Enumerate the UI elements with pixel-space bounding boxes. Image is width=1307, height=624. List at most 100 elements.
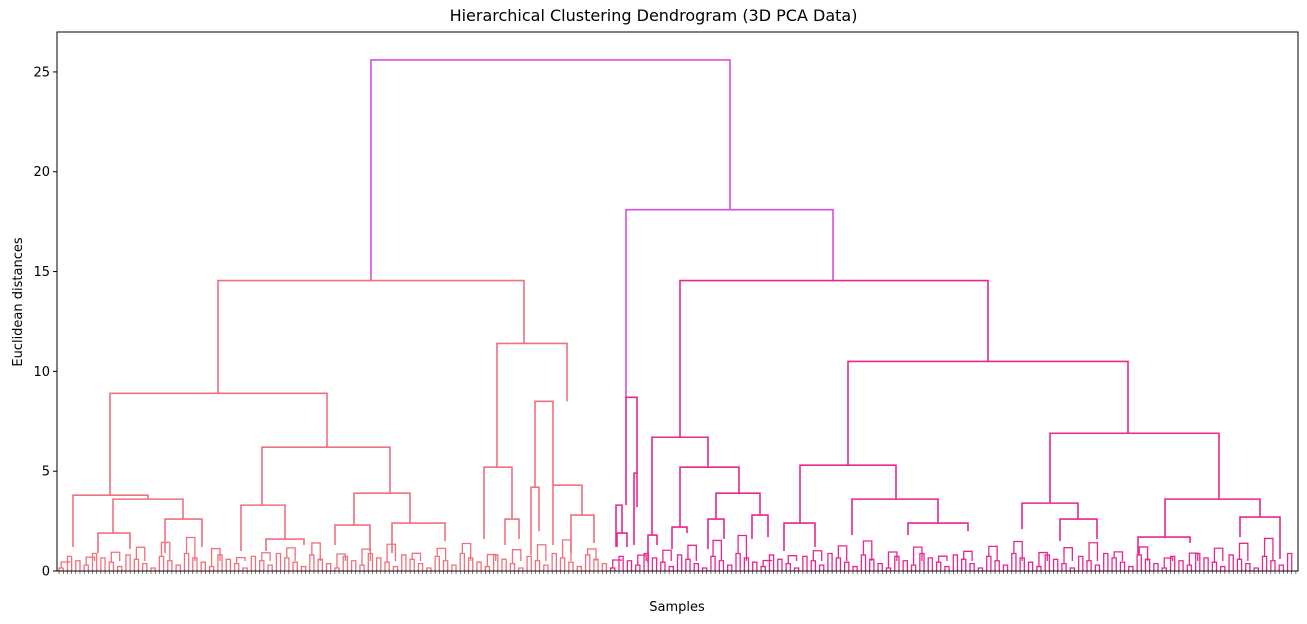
dendrogram-leaf-link (167, 560, 173, 571)
dendrogram-leaf-link (551, 552, 557, 571)
dendrogram-leaf-link (325, 563, 332, 571)
dendrogram-leaf-link (342, 555, 349, 571)
dendrogram-leaf-link (110, 551, 121, 563)
dendrogram-leaf-link (910, 564, 917, 571)
dendrogram-leaf-link (85, 556, 96, 566)
dendrogram-leaf-link (133, 558, 140, 571)
dendrogram-leaf-link (1113, 551, 1124, 562)
dendrogram-leaf-link (1044, 554, 1051, 571)
dendrogram-leaf-link (752, 561, 758, 571)
dendrogram-leaf-link (810, 560, 817, 571)
dendrogram-leaf-link (284, 557, 290, 571)
dendrogram-leaf-link (411, 552, 422, 562)
x-ticks (58, 571, 1297, 574)
dendrogram-leaf-link (1013, 540, 1023, 562)
dendrogram-leaf-link (501, 558, 507, 571)
dendrogram-leaf-link (317, 558, 323, 571)
dendrogram-leaf-link (618, 555, 624, 571)
dendrogram-leaf-link (1002, 564, 1009, 571)
dendrogram-leaf-link (1086, 560, 1092, 571)
dendrogram-link (109, 392, 328, 496)
dendrogram-leaf-link (843, 561, 850, 571)
y-tick-label: 15 (33, 265, 50, 280)
dendrogram-link (504, 518, 520, 546)
dendrogram-leaf-link (777, 558, 783, 571)
dendrogram-leaf-link (635, 564, 641, 571)
dendrogram-leaf-link (687, 544, 697, 562)
dendrogram-leaf-link (1253, 567, 1259, 571)
dendrogram-link (112, 498, 184, 534)
dendrogram-leaf-link (160, 541, 171, 562)
dendrogram-link (1239, 516, 1281, 560)
dendrogram-link (353, 492, 411, 526)
dendrogram-link (1049, 432, 1220, 504)
dendrogram-leaf-link (386, 543, 397, 563)
dendrogram-leaf-link (768, 554, 775, 571)
dendrogram-leaf-link (885, 567, 892, 571)
dendrogram-leaf-link (612, 559, 622, 569)
dendrogram-link (715, 492, 761, 520)
dendrogram-leaf-link (350, 560, 357, 571)
dendrogram-leaf-link (1278, 564, 1285, 571)
dendrogram-leaf-link (944, 565, 950, 571)
dendrogram-link (534, 400, 554, 488)
dendrogram-leaf-link (902, 560, 908, 571)
dendrogram-leaf-link (762, 559, 773, 567)
dendrogram-link (265, 538, 305, 552)
dendrogram-leaf-link (1203, 557, 1209, 571)
dendrogram-link (615, 504, 623, 548)
dendrogram-link (625, 208, 834, 398)
dendrogram-leaf-link (1270, 560, 1276, 571)
dendrogram-leaf-link (894, 555, 900, 571)
dendrogram-leaf-link (185, 536, 196, 562)
dendrogram-link (240, 504, 286, 552)
dendrogram-leaf-link (436, 547, 447, 562)
dendrogram-link (679, 279, 989, 438)
y-ticks: 0 5 10 15 20 25 (33, 65, 57, 580)
dendrogram-leaf-link (963, 550, 973, 562)
dendrogram-leaf-link (862, 540, 873, 562)
dendrogram-link (1021, 502, 1079, 530)
dendrogram-leaf-link (710, 555, 716, 571)
dendrogram-leaf-link (994, 560, 1000, 571)
dendrogram-leaf-link (1245, 563, 1251, 571)
dendrogram-leaf-link (718, 560, 725, 571)
dendrogram-leaf-link (175, 564, 181, 571)
dendrogram-leaf-link (60, 561, 71, 569)
dendrogram-link (851, 498, 939, 536)
dendrogram-leaf-link (1263, 537, 1274, 562)
dendrogram-leaf-link (1236, 558, 1243, 571)
dendrogram-leaf-link (593, 558, 599, 571)
dendrogram-leaf-link (511, 549, 522, 564)
dendrogram-leaf-link (236, 557, 246, 564)
dendrogram-leaf-link (66, 555, 73, 571)
dendrogram-link (633, 472, 638, 546)
dendrogram-leaf-link (1188, 552, 1199, 566)
dendrogram-leaf-link (743, 557, 750, 571)
dendrogram-links (58, 59, 1293, 571)
dendrogram-leaf-link (1220, 565, 1226, 571)
dendrogram-link (530, 486, 540, 556)
dendrogram-leaf-link (91, 552, 98, 571)
dendrogram-leaf-link (912, 546, 923, 566)
dendrogram-leaf-link (1094, 564, 1101, 571)
dendrogram-leaf-link (100, 557, 106, 571)
dendrogram-leaf-link (361, 548, 372, 566)
dendrogram-leaf-link (1069, 567, 1076, 571)
dendrogram-leaf-link (334, 567, 340, 571)
dendrogram-leaf-link (336, 553, 346, 569)
dendrogram-link (707, 518, 725, 550)
dendrogram-leaf-link (75, 560, 81, 571)
dendrogram-link (370, 59, 731, 281)
dendrogram-leaf-link (1178, 560, 1184, 571)
dendrogram-leaf-link (802, 555, 808, 571)
dendrogram-link (679, 466, 740, 528)
dendrogram-leaf-link (434, 555, 440, 571)
dendrogram-leaf-link (852, 565, 858, 571)
dendrogram-leaf-link (712, 539, 723, 562)
dendrogram-link (751, 514, 769, 540)
dendrogram-leaf-link (877, 563, 883, 571)
dendrogram-leaf-link (835, 557, 842, 571)
dendrogram-leaf-link (1238, 542, 1249, 562)
dendrogram-leaf-link (300, 565, 307, 571)
